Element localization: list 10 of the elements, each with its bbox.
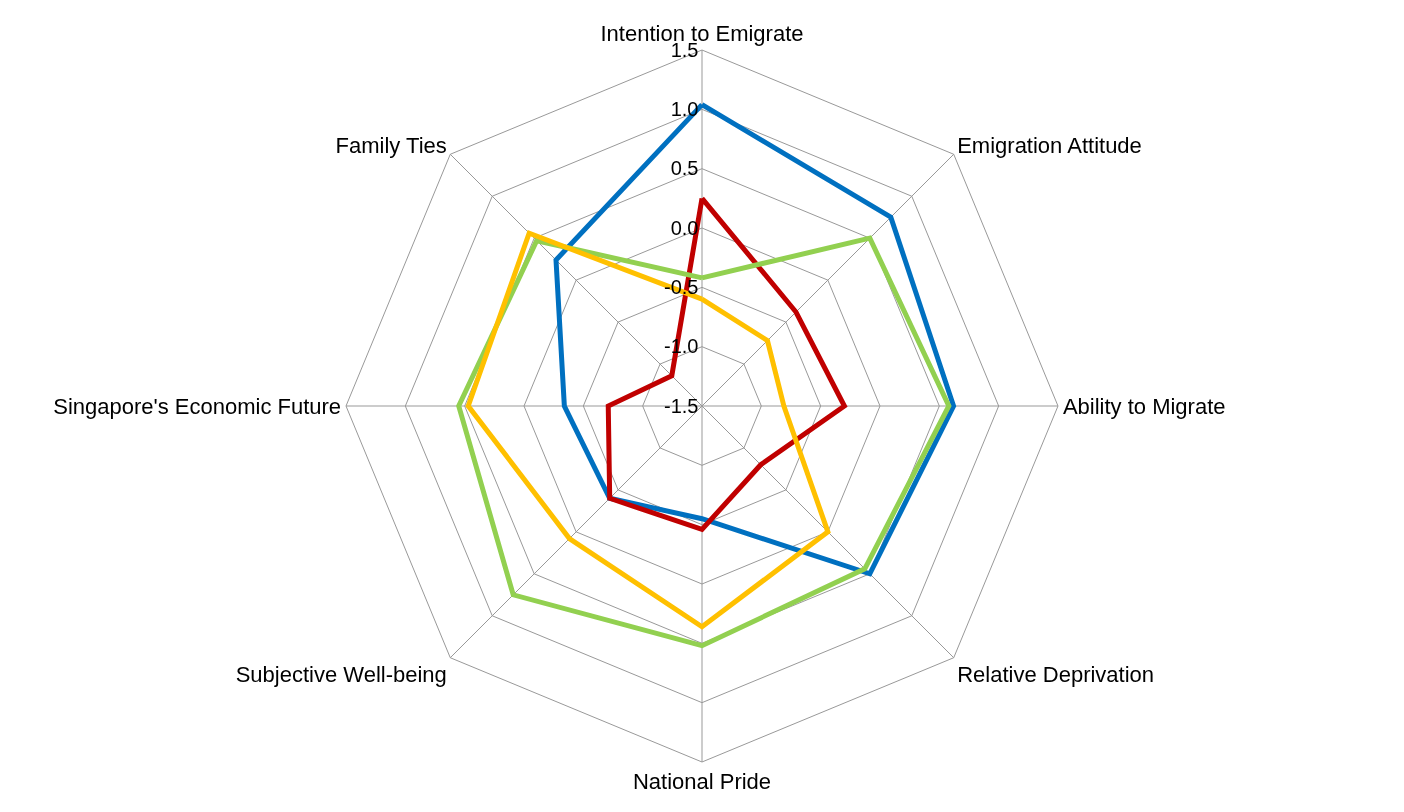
spoke-label: National Pride	[632, 768, 772, 794]
y-tick-label: -1.5	[664, 394, 699, 417]
y-tick-label: 0.5	[670, 157, 699, 180]
spoke-label: Ability to Migrate	[1062, 393, 1226, 419]
spoke-label: Subjective Well-being	[235, 662, 447, 688]
y-tick-label: 1.0	[670, 97, 699, 120]
spoke-label: Family Ties	[335, 133, 447, 159]
spoke-label: Singapore's Economic Future	[53, 393, 342, 419]
spoke-label: Emigration Attitude	[957, 133, 1142, 159]
spoke-label: Relative Deprivation	[957, 662, 1155, 688]
